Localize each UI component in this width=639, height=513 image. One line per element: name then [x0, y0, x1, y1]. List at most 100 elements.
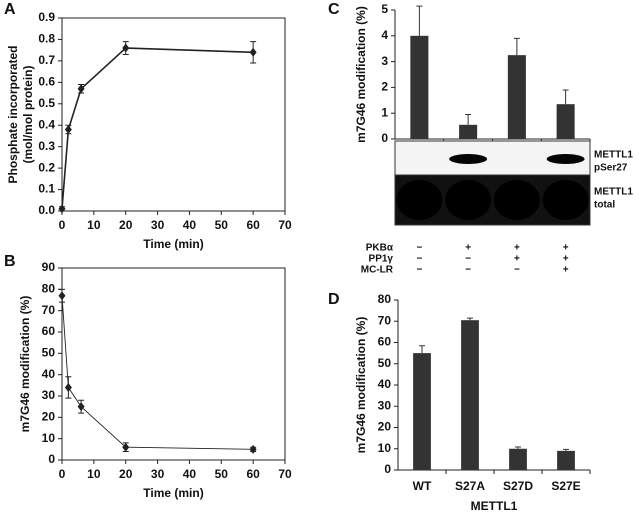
blot-band: [493, 180, 540, 220]
y-tick-label: 30: [42, 388, 56, 402]
plot-frame: [61, 267, 286, 461]
y-axis-label: Phosphate incorporated: [6, 45, 20, 183]
data-point: [64, 125, 72, 135]
x-tick-label: 60: [246, 218, 260, 232]
data-point: [122, 442, 130, 452]
y-axis-label: m7G46 modification (%): [18, 296, 32, 433]
treatment-name: PP1γ: [369, 254, 394, 265]
blot-label: METTL1: [594, 187, 633, 198]
y-tick-label: 0: [48, 452, 55, 466]
blot-band: [396, 180, 443, 220]
y-tick-label: 4: [381, 28, 388, 42]
bar: [459, 124, 478, 139]
treatment-sign: +: [563, 254, 569, 265]
bar: [556, 104, 575, 139]
y-tick-label: 60: [42, 324, 56, 338]
x-tick-label: S27A: [455, 479, 485, 493]
y-tick-label: 0.1: [38, 182, 55, 196]
blot-band: [449, 154, 488, 164]
blot-label: total: [594, 200, 615, 211]
blot-label: METTL1: [594, 150, 633, 161]
y-tick-label: 40: [378, 377, 392, 391]
y-tick-label: 0: [384, 462, 391, 476]
x-tick-label: 50: [215, 218, 229, 232]
treatment-sign: +: [465, 243, 471, 254]
x-tick-label: 40: [183, 218, 197, 232]
y-tick-label: 50: [42, 346, 56, 360]
y-tick-label: 0.6: [38, 75, 55, 89]
y-tick-label: 3: [381, 54, 388, 68]
error-bar: [465, 113, 472, 125]
x-tick-label: 60: [246, 467, 260, 481]
error-bar: [467, 317, 473, 321]
y-tick-label: 0.7: [38, 53, 55, 67]
x-tick-label: S27D: [503, 479, 533, 493]
y-tick-label: 70: [42, 303, 56, 317]
y-tick-label: 0.8: [38, 32, 55, 46]
bar: [461, 320, 479, 470]
error-bar: [513, 37, 520, 56]
y-tick-label: 5: [381, 2, 388, 16]
y-tick-label: 0.4: [38, 117, 55, 131]
y-tick-label: 0.0: [38, 203, 55, 217]
treatment-sign: +: [514, 243, 520, 254]
y-tick-label: 80: [378, 292, 392, 306]
x-tick-label: 0: [59, 467, 66, 481]
panel-label: A: [4, 1, 16, 18]
y-tick-label: 40: [42, 367, 56, 381]
bar: [413, 353, 431, 470]
x-tick-label: 30: [151, 218, 165, 232]
x-tick-label: 30: [151, 467, 165, 481]
x-tick-label: 0: [59, 218, 66, 232]
x-tick-label: 10: [87, 467, 101, 481]
x-axis-label: Time (min): [143, 486, 203, 500]
data-point: [122, 43, 130, 53]
treatment-name: MC-LR: [361, 265, 394, 276]
y-tick-label: 20: [42, 410, 56, 424]
plot-frame: [61, 17, 286, 212]
bar: [507, 55, 526, 139]
data-point: [77, 84, 85, 94]
data-line: [61, 295, 254, 450]
blot-band: [445, 180, 492, 220]
x-tick-label: 50: [215, 467, 229, 481]
treatment-sign: −: [465, 254, 471, 265]
y-tick-label: 30: [378, 398, 392, 412]
treatment-sign: −: [514, 265, 520, 276]
x-axis-label: Time (min): [143, 237, 203, 251]
x-tick-label: 20: [119, 467, 133, 481]
y-tick-label: 20: [378, 420, 392, 434]
error-bar: [419, 345, 425, 354]
treatment-sign: +: [563, 243, 569, 254]
bar: [509, 448, 527, 470]
y-tick-label: 1: [381, 105, 388, 119]
y-tick-label: 80: [42, 282, 56, 296]
treatment-sign: −: [416, 265, 422, 276]
x-tick-label: 70: [278, 218, 292, 232]
x-tick-label: 20: [119, 218, 133, 232]
y-tick-label: 2: [381, 80, 388, 94]
x-tick-label: WT: [413, 479, 432, 493]
y-tick-label: 60: [378, 335, 392, 349]
x-tick-label: S27E: [551, 479, 580, 493]
y-tick-label: 0.9: [38, 10, 55, 24]
treatment-name: PKBα: [366, 243, 394, 254]
data-line: [61, 47, 254, 209]
error-bar: [562, 89, 569, 105]
panel-label: B: [4, 253, 16, 270]
data-point: [249, 444, 257, 454]
data-point: [249, 47, 257, 57]
data-point: [58, 291, 66, 301]
blot-label: pSer27: [594, 163, 628, 174]
data-point: [58, 204, 66, 214]
treatment-sign: +: [514, 254, 520, 265]
y-tick-label: 10: [42, 431, 56, 445]
treatment-sign: −: [416, 243, 422, 254]
error-bar: [515, 446, 521, 449]
y-tick-label: 90: [42, 260, 56, 274]
blot-band: [542, 180, 589, 220]
data-point: [77, 402, 85, 412]
treatment-sign: −: [416, 254, 422, 265]
panel-label: C: [328, 1, 340, 18]
